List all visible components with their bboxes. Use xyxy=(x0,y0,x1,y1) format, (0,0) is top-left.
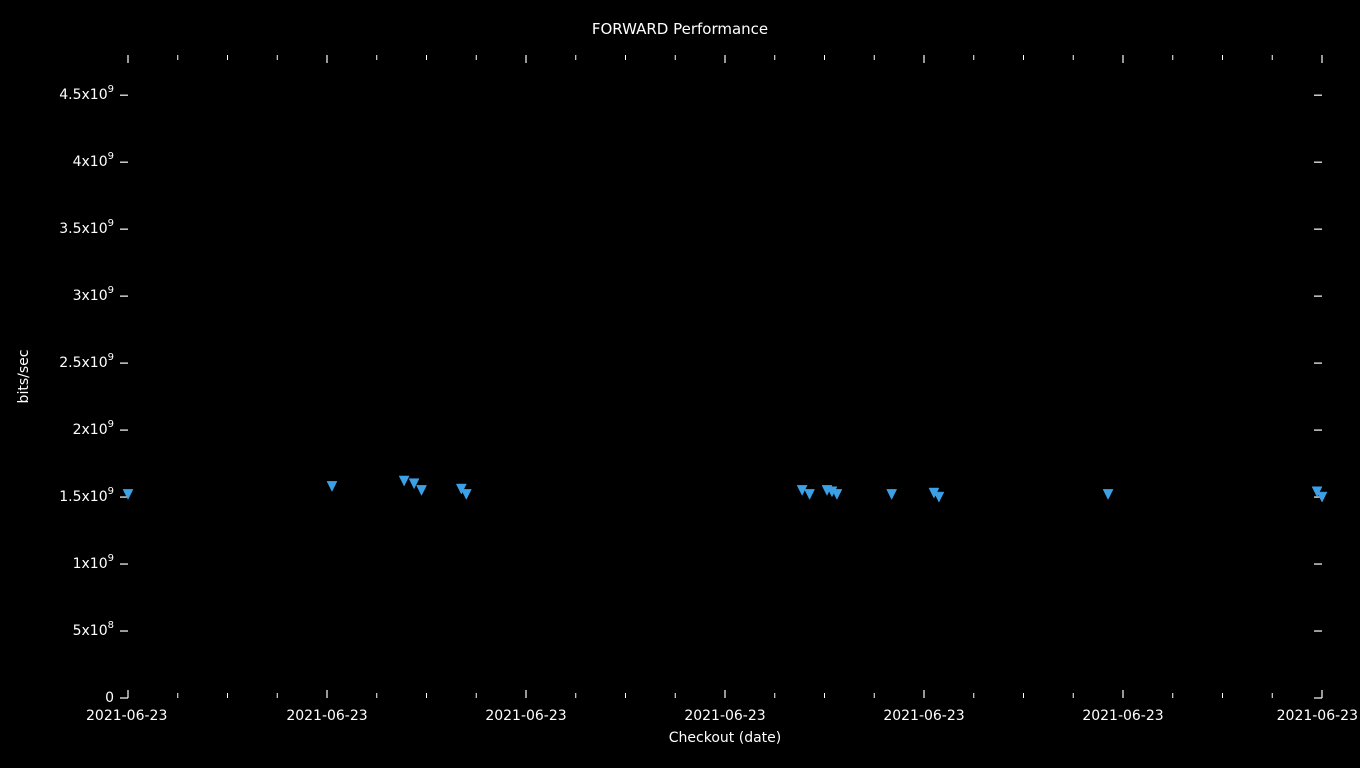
y-tick-label: 3.5x109 xyxy=(59,218,114,237)
chart-background xyxy=(0,0,1360,768)
x-tick-label: 2021-06-23 xyxy=(1277,708,1358,724)
x-tick-label: 2021-06-23 xyxy=(86,708,167,724)
y-tick-label: 2.5x109 xyxy=(59,352,114,371)
x-tick-label: 2021-06-23 xyxy=(485,708,566,724)
y-tick-label: 4.5x109 xyxy=(59,84,114,103)
y-tick-label: 0 xyxy=(105,690,114,706)
x-tick-label: 2021-06-23 xyxy=(684,708,765,724)
x-tick-label: 2021-06-23 xyxy=(1082,708,1163,724)
y-axis-label: bits/sec xyxy=(16,350,32,404)
x-axis-label: Checkout (date) xyxy=(669,730,781,746)
y-tick-label: 1.5x109 xyxy=(59,486,114,505)
chart-title: FORWARD Performance xyxy=(592,20,768,38)
performance-chart: FORWARD Performance05x1081x1091.5x1092x1… xyxy=(0,0,1360,768)
x-tick-label: 2021-06-23 xyxy=(286,708,367,724)
x-tick-label: 2021-06-23 xyxy=(883,708,964,724)
